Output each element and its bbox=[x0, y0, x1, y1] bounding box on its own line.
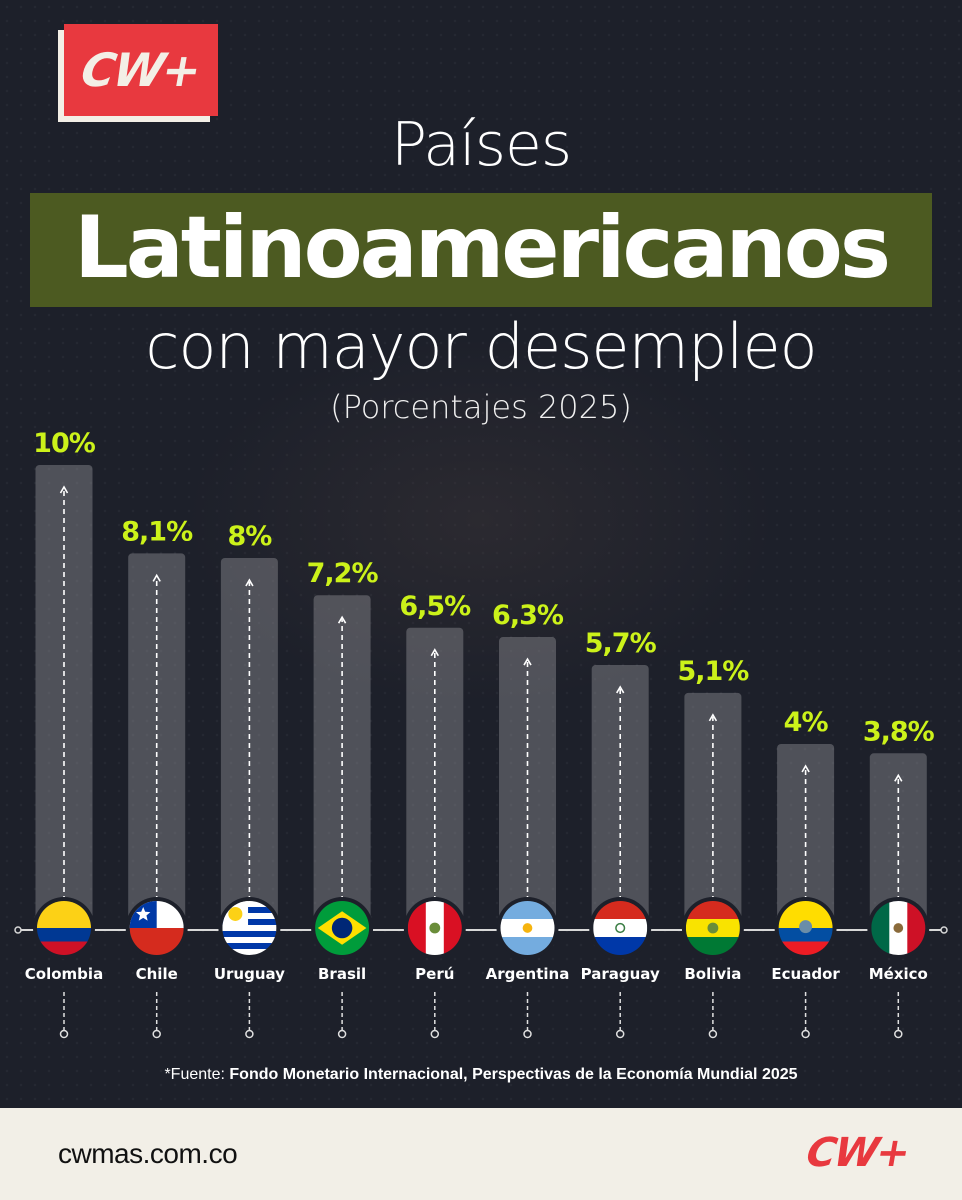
leader-dot bbox=[152, 1029, 161, 1039]
category-label: Brasil bbox=[318, 965, 366, 983]
leader-dot bbox=[894, 1029, 903, 1039]
bar-perú bbox=[406, 627, 464, 930]
title-highlight-bar bbox=[30, 193, 932, 307]
bar-colombia bbox=[35, 465, 93, 930]
arrow-up-icon bbox=[801, 764, 810, 773]
arrow-up-icon bbox=[894, 773, 903, 782]
arrow-up-icon bbox=[245, 578, 254, 587]
category-label: Ecuador bbox=[771, 965, 840, 983]
argentina-flag-icon bbox=[500, 901, 555, 955]
value-label: 6,3% bbox=[492, 600, 564, 631]
leader-dot bbox=[801, 1029, 810, 1039]
leader-dot bbox=[708, 1029, 718, 1039]
mexico-flag-icon bbox=[871, 901, 926, 955]
baseline-end-dot bbox=[940, 926, 948, 934]
category-label: Argentina bbox=[486, 965, 570, 983]
paraguay-flag-icon bbox=[593, 901, 648, 955]
source-text: Fondo Monetario Internacional, Perspecti… bbox=[229, 1066, 798, 1083]
category-label: Uruguay bbox=[214, 965, 285, 983]
category-label: Perú bbox=[415, 965, 454, 983]
title-line-3: con mayor desempleo bbox=[145, 310, 817, 383]
source-prefix: *Fuente: bbox=[164, 1066, 230, 1083]
arrow-up-icon bbox=[59, 485, 69, 494]
leader-dot bbox=[430, 1029, 440, 1039]
arrow-up-icon bbox=[523, 657, 532, 666]
category-label: Chile bbox=[136, 965, 178, 983]
leader-dot bbox=[615, 1029, 625, 1039]
bar-chart: 10% Colombia 8,1% Chile 8% Uruguay 7,2% Brasil 6… bbox=[14, 428, 948, 1039]
value-label: 3,8% bbox=[863, 716, 935, 747]
value-label: 4% bbox=[784, 707, 829, 738]
arrow-up-icon bbox=[337, 615, 347, 624]
value-label: 7,2% bbox=[307, 558, 379, 589]
brazil-flag-icon bbox=[315, 901, 370, 955]
arrow-up-icon bbox=[152, 573, 161, 582]
website-url[interactable]: cwmas.com.co bbox=[58, 1138, 238, 1169]
value-label: 6,5% bbox=[399, 591, 471, 622]
arrow-up-icon bbox=[708, 713, 718, 722]
brand-logo: CW+ bbox=[58, 24, 218, 122]
category-label: Colombia bbox=[25, 965, 103, 983]
value-label: 8% bbox=[227, 521, 272, 552]
logo-box: CW+ bbox=[64, 24, 218, 116]
value-label: 5,1% bbox=[677, 656, 749, 687]
category-label: México bbox=[869, 965, 928, 983]
bar-méxico bbox=[869, 753, 927, 930]
bolivia-flag-icon bbox=[685, 901, 740, 955]
title-line-2: Latinoamericanos bbox=[73, 198, 891, 298]
chart-subtitle: (Porcentajes 2025) bbox=[330, 388, 632, 426]
source-note: *Fuente: Fondo Monetario Internacional, … bbox=[0, 1066, 962, 1084]
leader-dot bbox=[337, 1029, 347, 1039]
value-label: 10% bbox=[33, 428, 96, 459]
peru-flag-icon bbox=[407, 901, 462, 955]
value-label: 5,7% bbox=[585, 628, 657, 659]
title-line-1: Países bbox=[390, 110, 572, 180]
footer bbox=[0, 1108, 962, 1200]
leader-dot bbox=[523, 1029, 532, 1039]
footer-logo: CW+ bbox=[802, 1130, 913, 1176]
category-label: Bolivia bbox=[684, 965, 741, 983]
arrow-up-icon bbox=[430, 648, 439, 657]
leader-dot bbox=[245, 1029, 254, 1039]
baseline-start-dot bbox=[14, 926, 22, 934]
bar-chile bbox=[128, 553, 186, 930]
bar-bolivia bbox=[684, 692, 742, 930]
arrow-up-icon bbox=[616, 685, 625, 694]
value-label: 8,1% bbox=[121, 516, 193, 547]
category-label: Paraguay bbox=[581, 965, 660, 983]
leader-dot bbox=[59, 1029, 69, 1039]
